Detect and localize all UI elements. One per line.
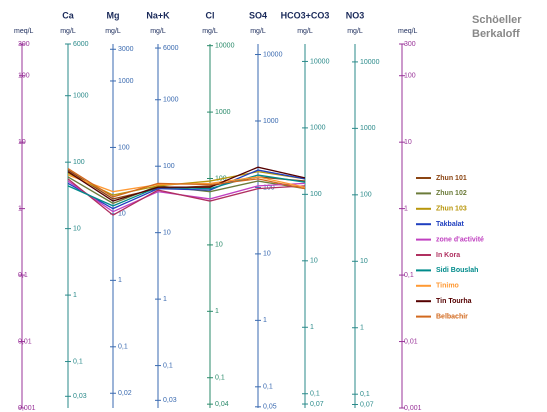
y-tick-label: 1 bbox=[18, 205, 22, 212]
column-header: NO3 bbox=[346, 10, 365, 20]
column-tick-label: 0,1 bbox=[215, 375, 225, 382]
legend-label: Sidi Bouslah bbox=[436, 267, 478, 274]
column-unit: mg/L bbox=[60, 28, 76, 35]
column-tick-label: 1 bbox=[215, 308, 219, 315]
column-header: Ca bbox=[62, 10, 74, 20]
series-line bbox=[67, 168, 306, 198]
legend-label: Belbachir bbox=[436, 313, 468, 320]
legend-label: Zhun 103 bbox=[436, 206, 467, 213]
column-tick-label: 10 bbox=[215, 242, 223, 249]
series-line bbox=[67, 169, 306, 210]
y-tick-label: 100 bbox=[18, 73, 30, 80]
column-tick-label: 100 bbox=[118, 144, 130, 151]
column-tick-label: 1 bbox=[163, 296, 167, 303]
column-tick-label: 10000 bbox=[360, 59, 380, 66]
column-tick-label: 0,02 bbox=[118, 390, 132, 397]
column-tick-label: 3000 bbox=[118, 46, 134, 53]
column-tick-label: 1 bbox=[118, 277, 122, 284]
chart-title: Berkaloff bbox=[472, 28, 520, 40]
legend-label: Takbalat bbox=[436, 221, 465, 228]
column-tick-label: 6000 bbox=[163, 45, 179, 52]
column-unit: mg/L bbox=[202, 28, 218, 35]
column-tick-label: 0,07 bbox=[310, 401, 324, 408]
column-tick-label: 1000 bbox=[163, 97, 179, 104]
column-unit: mg/L bbox=[347, 28, 363, 35]
column-tick-label: 0,04 bbox=[215, 401, 229, 408]
y2-tick-label: 0,1 bbox=[404, 272, 414, 279]
column-header: HCO3+CO3 bbox=[281, 10, 330, 20]
column-tick-label: 10 bbox=[163, 230, 171, 237]
column-tick-label: 10 bbox=[360, 258, 368, 265]
column-tick-label: 1 bbox=[310, 324, 314, 331]
column-tick-label: 100 bbox=[73, 159, 85, 166]
legend-label: Zhun 101 bbox=[436, 175, 467, 182]
column-tick-label: 0,03 bbox=[73, 393, 87, 400]
column-tick-label: 0,1 bbox=[118, 344, 128, 351]
y2-tick-label: 1 bbox=[404, 205, 408, 212]
column-tick-label: 0,07 bbox=[360, 401, 374, 408]
column-tick-label: 0,05 bbox=[263, 404, 277, 411]
column-tick-label: 10000 bbox=[310, 58, 330, 65]
column-tick-label: 100 bbox=[310, 191, 322, 198]
column-tick-label: 0,1 bbox=[360, 391, 370, 398]
column-tick-label: 0,1 bbox=[263, 384, 273, 391]
column-tick-label: 0,1 bbox=[73, 358, 83, 365]
column-tick-label: 1000 bbox=[263, 118, 279, 125]
y2-tick-label: 0,01 bbox=[404, 338, 418, 345]
chart-title: Schöeller bbox=[472, 14, 522, 26]
column-tick-label: 1000 bbox=[360, 125, 376, 132]
column-tick-label: 10 bbox=[310, 258, 318, 265]
y-tick-label: 0,001 bbox=[18, 405, 36, 412]
legend-label: zone d'activité bbox=[436, 236, 484, 243]
column-tick-label: 10 bbox=[73, 225, 81, 232]
column-unit: mg/L bbox=[150, 28, 166, 35]
column-unit: mg/L bbox=[297, 28, 313, 35]
legend-label: In Kora bbox=[436, 252, 460, 259]
y-tick-label: 300 bbox=[18, 41, 30, 48]
column-tick-label: 1000 bbox=[310, 125, 326, 132]
column-tick-label: 0,1 bbox=[163, 362, 173, 369]
legend-label: Tinimo bbox=[436, 283, 459, 290]
column-header: Cl bbox=[206, 10, 215, 20]
column-tick-label: 100 bbox=[163, 163, 175, 170]
y-tick-label: 10 bbox=[18, 139, 26, 146]
column-tick-label: 10000 bbox=[263, 51, 283, 58]
column-tick-label: 0,03 bbox=[163, 397, 177, 404]
column-tick-label: 1000 bbox=[118, 78, 134, 85]
legend-label: Zhun 102 bbox=[436, 190, 467, 197]
y-axis-label: meq/L bbox=[14, 28, 34, 35]
y-tick-label: 0,01 bbox=[18, 338, 32, 345]
series-line bbox=[67, 174, 306, 207]
column-tick-label: 100 bbox=[360, 192, 372, 199]
y2-tick-label: 100 bbox=[404, 73, 416, 80]
series-line bbox=[67, 166, 306, 202]
column-tick-label: 6000 bbox=[73, 41, 89, 48]
column-tick-label: 1000 bbox=[73, 93, 89, 100]
y2-tick-label: 300 bbox=[404, 41, 416, 48]
y2-tick-label: 0,001 bbox=[404, 405, 422, 412]
column-tick-label: 10 bbox=[118, 211, 126, 218]
column-tick-label: 0,1 bbox=[310, 391, 320, 398]
column-tick-label: 10000 bbox=[215, 43, 235, 50]
column-unit: mg/L bbox=[250, 28, 266, 35]
column-tick-label: 1 bbox=[360, 325, 364, 332]
y-tick-label: 0,1 bbox=[18, 272, 28, 279]
column-unit: mg/L bbox=[105, 28, 121, 35]
column-header: SO4 bbox=[249, 10, 267, 20]
column-tick-label: 1 bbox=[73, 292, 77, 299]
column-tick-label: 10 bbox=[263, 251, 271, 258]
column-header: Mg bbox=[107, 10, 120, 20]
series-line bbox=[67, 178, 306, 216]
column-tick-label: 1 bbox=[263, 317, 267, 324]
column-tick-label: 1000 bbox=[215, 109, 231, 116]
y2-axis-label: meq/L bbox=[398, 28, 418, 35]
column-header: Na+K bbox=[146, 10, 170, 20]
legend-label: Tin Tourha bbox=[436, 298, 472, 305]
y2-tick-label: 10 bbox=[404, 139, 412, 146]
